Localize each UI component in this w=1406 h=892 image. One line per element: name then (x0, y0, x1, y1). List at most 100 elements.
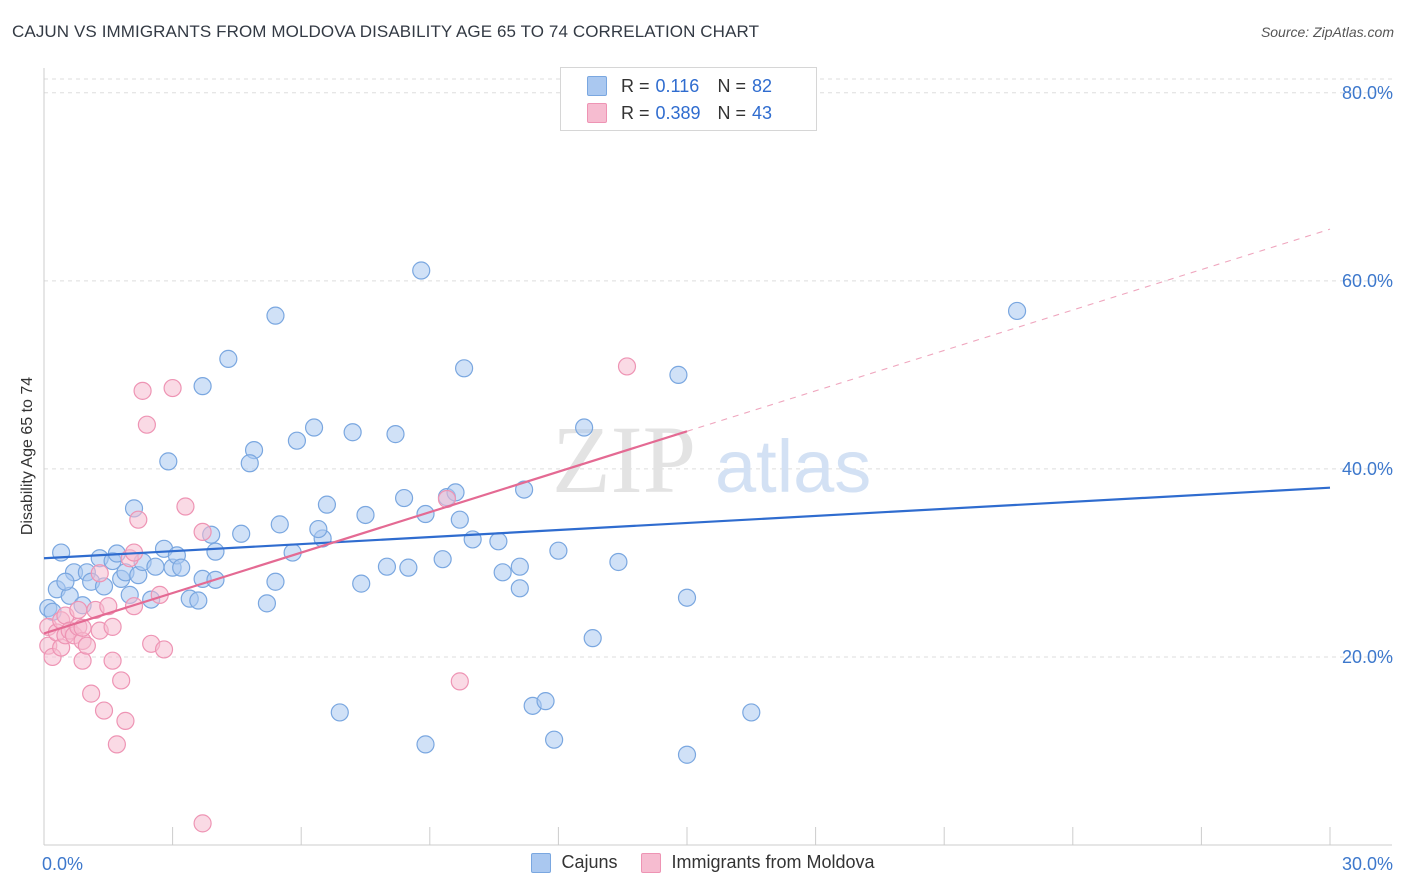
source-label: Source: ZipAtlas.com (1260, 24, 1394, 40)
point-moldova (116, 711, 135, 730)
series-moldova (39, 357, 637, 833)
n-value: 82 (752, 75, 773, 96)
point-cajuns (412, 261, 431, 280)
point-cajuns (377, 557, 397, 576)
r-label: R = (621, 102, 650, 123)
point-moldova (154, 640, 174, 659)
point-moldova (129, 510, 148, 529)
point-moldova (82, 684, 101, 703)
point-cajuns (510, 579, 529, 598)
r-value: 0.116 (655, 75, 700, 96)
point-cajuns (172, 558, 191, 577)
watermark: ZIP atlas (552, 406, 871, 513)
n-label: N = (717, 102, 747, 123)
watermark-zip: ZIP (552, 406, 696, 513)
legend-item-cajuns[interactable]: Cajuns (531, 852, 617, 873)
point-moldova (107, 735, 126, 754)
point-cajuns (450, 510, 469, 529)
point-cajuns (394, 488, 414, 508)
legend-row-cajuns: R = 0.116 N = 82 (587, 74, 772, 98)
point-cajuns (575, 418, 594, 437)
x-tick-label: 0.0% (42, 854, 83, 874)
point-cajuns (536, 692, 555, 711)
y-tick-label: 80.0% (1342, 83, 1393, 103)
legend-swatch-blue (531, 852, 552, 873)
chart-title: CAJUN VS IMMIGRANTS FROM MOLDOVA DISABIL… (12, 22, 760, 41)
point-cajuns (266, 572, 285, 591)
point-cajuns (343, 423, 362, 442)
legend-swatch-blue (587, 76, 607, 96)
point-moldova (617, 357, 637, 376)
point-cajuns (270, 515, 289, 534)
point-moldova (77, 636, 96, 655)
point-cajuns (454, 359, 474, 378)
point-cajuns (330, 703, 349, 722)
point-cajuns (240, 454, 259, 473)
point-moldova (94, 701, 114, 720)
point-cajuns (352, 574, 371, 593)
point-cajuns (219, 349, 238, 368)
point-cajuns (677, 745, 697, 764)
n-label: N = (717, 75, 747, 96)
point-cajuns (56, 572, 75, 591)
point-cajuns (545, 730, 564, 749)
point-cajuns (742, 703, 761, 722)
y-tick-label: 20.0% (1342, 647, 1393, 667)
point-cajuns (489, 532, 508, 551)
point-cajuns (1007, 301, 1027, 321)
y-tick-label: 40.0% (1342, 459, 1393, 479)
x-tick-label: 30.0% (1342, 854, 1393, 874)
y-tick-label: 60.0% (1342, 271, 1393, 291)
point-cajuns (159, 452, 178, 471)
r-value: 0.389 (655, 102, 701, 123)
point-cajuns (677, 588, 697, 607)
point-cajuns (266, 306, 285, 325)
point-cajuns (257, 594, 277, 613)
point-cajuns (549, 541, 568, 560)
tick-labels: 20.0% 40.0% 60.0% 80.0% 0.0% 30.0% (42, 83, 1393, 874)
point-cajuns (515, 480, 534, 499)
trend-line-moldova-extrapolated (686, 228, 1331, 432)
point-cajuns (189, 591, 208, 610)
point-moldova (103, 617, 122, 636)
watermark-atlas: atlas (715, 425, 871, 508)
point-cajuns (309, 519, 328, 539)
point-cajuns (287, 431, 307, 450)
r-label: R = (621, 75, 650, 96)
point-moldova (112, 671, 131, 690)
point-cajuns (416, 735, 435, 754)
point-cajuns (669, 365, 688, 384)
axes (43, 68, 1392, 846)
point-cajuns (433, 550, 452, 569)
point-moldova (193, 814, 212, 833)
point-cajuns (609, 552, 628, 572)
n-value: 43 (752, 102, 773, 123)
trend-line-cajuns (43, 486, 1331, 560)
point-cajuns (583, 629, 602, 648)
point-cajuns (356, 505, 375, 525)
point-cajuns (399, 558, 418, 577)
point-moldova (193, 522, 212, 541)
point-cajuns (510, 557, 529, 576)
legend-swatch-pink (587, 103, 607, 123)
legend-label-cajuns: Cajuns (561, 852, 618, 872)
legend-item-moldova[interactable]: Immigrants from Moldova (641, 852, 875, 873)
series-legend: Cajuns Immigrants from Moldova (0, 852, 1406, 873)
trend-lines (43, 228, 1331, 635)
point-cajuns (193, 377, 212, 396)
point-moldova (90, 564, 109, 583)
point-cajuns (304, 418, 324, 437)
point-moldova (176, 497, 195, 516)
correlation-legend: R = 0.116 N = 82 R = 0.389 N = 43 (560, 67, 817, 131)
point-moldova (137, 415, 156, 434)
point-cajuns (493, 563, 512, 582)
point-moldova (163, 378, 182, 398)
trend-line-moldova (43, 430, 688, 635)
point-moldova (133, 381, 152, 400)
legend-swatch-pink (641, 852, 662, 873)
point-cajuns (206, 542, 225, 561)
point-moldova (450, 672, 469, 691)
legend-label-moldova: Immigrants from Moldova (671, 852, 875, 872)
point-cajuns (317, 495, 337, 514)
